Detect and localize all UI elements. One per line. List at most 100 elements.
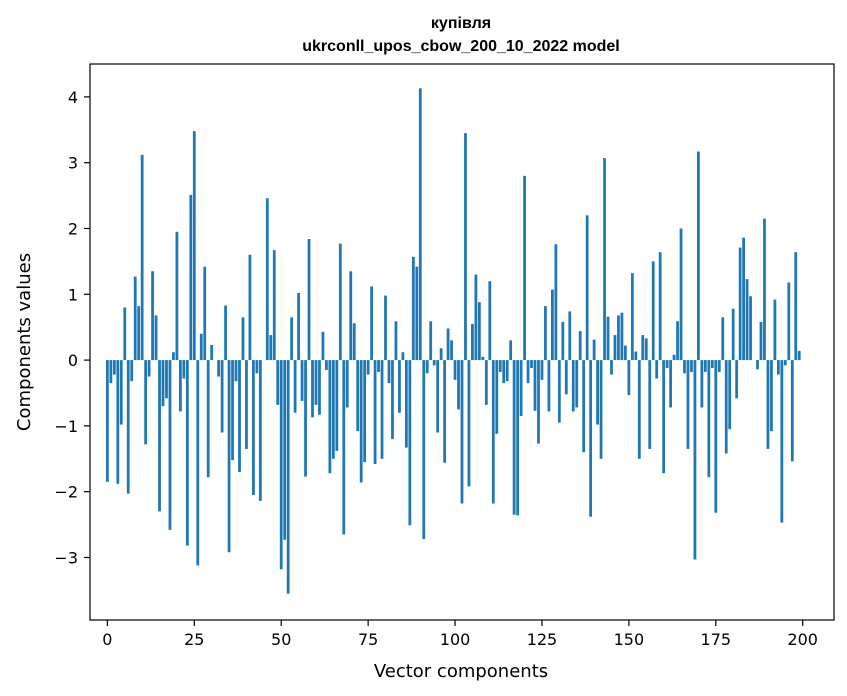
bar <box>144 360 148 445</box>
bar <box>318 360 321 415</box>
bar <box>179 360 182 412</box>
bar <box>620 312 624 361</box>
plot-frame <box>89 63 835 621</box>
bar <box>728 360 732 430</box>
bar <box>690 360 693 372</box>
bar <box>564 360 568 395</box>
bar <box>255 360 259 374</box>
bar <box>679 228 683 361</box>
bar <box>721 317 725 361</box>
bar <box>509 340 513 361</box>
bar <box>749 296 752 361</box>
bar <box>787 282 791 361</box>
x-axis-ticks: 0 25 50 75 100 125 150 175 200 <box>102 620 818 649</box>
bar <box>457 360 460 410</box>
bar <box>105 360 109 482</box>
bar <box>394 321 398 361</box>
bar <box>481 356 485 361</box>
bar <box>557 360 561 423</box>
bar <box>544 306 547 361</box>
bar <box>644 338 648 361</box>
bar <box>276 360 280 405</box>
bar <box>731 308 735 361</box>
bar <box>571 360 575 412</box>
bar <box>495 360 499 434</box>
bar <box>429 321 433 361</box>
bar <box>551 289 554 361</box>
bar <box>763 218 766 361</box>
bar <box>192 131 196 361</box>
bar <box>269 335 273 361</box>
x-tick-label: 175 <box>701 630 732 649</box>
bar <box>533 360 537 411</box>
bars-group <box>105 88 801 594</box>
bar <box>488 281 492 361</box>
bar <box>265 198 269 361</box>
bar <box>773 299 777 361</box>
bar <box>325 360 328 370</box>
bar <box>655 360 659 379</box>
bar <box>342 360 346 535</box>
bar <box>651 261 655 361</box>
bar <box>589 360 593 517</box>
bar <box>408 360 412 526</box>
bar <box>137 306 141 361</box>
bar <box>147 360 151 377</box>
bar <box>658 252 662 361</box>
bar <box>123 307 127 361</box>
bar <box>210 344 214 361</box>
bar <box>683 360 686 374</box>
bar <box>377 360 380 372</box>
bar <box>126 360 130 494</box>
bar <box>783 360 787 366</box>
bar <box>738 247 742 361</box>
bar <box>794 252 798 361</box>
bar <box>116 360 120 484</box>
bar <box>596 360 599 425</box>
bar <box>648 360 652 449</box>
bar <box>359 360 363 483</box>
bar <box>498 360 502 372</box>
bar <box>505 360 509 382</box>
x-tick-label: 100 <box>440 630 471 649</box>
bar <box>717 360 721 372</box>
bar <box>561 321 565 361</box>
bar <box>676 321 679 361</box>
bar <box>168 360 172 530</box>
bar <box>491 360 495 504</box>
bar <box>224 305 227 361</box>
bar <box>345 360 349 408</box>
bar <box>464 133 467 361</box>
bar <box>307 239 311 361</box>
bar <box>300 360 304 401</box>
bar <box>460 360 464 504</box>
bar <box>321 331 325 361</box>
bar <box>203 266 207 361</box>
bar <box>370 286 373 361</box>
bar <box>286 360 290 594</box>
bar <box>599 360 603 459</box>
bar <box>624 345 627 361</box>
bar <box>477 302 481 361</box>
bar <box>133 276 137 361</box>
bar <box>665 360 669 368</box>
bar <box>391 360 394 440</box>
bar <box>592 339 596 361</box>
bar <box>227 360 231 553</box>
bar <box>613 335 617 361</box>
bar <box>568 311 572 361</box>
bar <box>404 360 408 448</box>
bar <box>182 360 186 379</box>
bar <box>331 360 335 459</box>
bar <box>770 360 773 432</box>
bar <box>290 317 294 361</box>
bar <box>724 360 728 454</box>
bar <box>603 158 606 361</box>
bar <box>363 360 367 463</box>
bar <box>617 315 620 361</box>
bar <box>630 273 634 361</box>
bar <box>693 360 697 560</box>
bar <box>373 360 377 465</box>
bar <box>530 360 533 368</box>
